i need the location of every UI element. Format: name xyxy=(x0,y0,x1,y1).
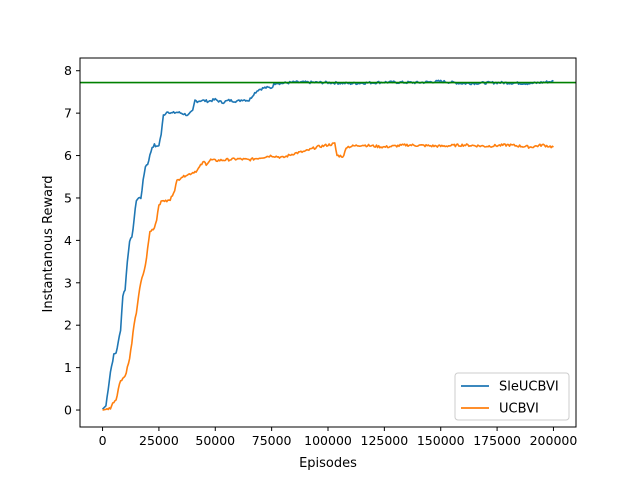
y-tick-label: 4 xyxy=(64,233,72,248)
legend-label-ucbvi: UCBVI xyxy=(499,402,539,417)
x-axis-label: Episodes xyxy=(299,456,357,471)
x-tick-label: 175000 xyxy=(473,433,521,448)
y-tick-label: 8 xyxy=(64,63,72,78)
axis-layer: 0 25000 50000 75000 100000 125000 150000 175000… xyxy=(64,57,578,448)
x-tick-label: 75000 xyxy=(252,433,292,448)
y-tick-label: 3 xyxy=(64,275,72,290)
y-tick-label: 1 xyxy=(64,360,72,375)
plot-content xyxy=(80,79,576,411)
x-tick-label: 0 xyxy=(99,433,107,448)
y-tick-label: 2 xyxy=(64,318,72,333)
y-tick-label: 6 xyxy=(64,148,72,163)
y-tick-label: 5 xyxy=(64,190,72,205)
x-tick-label: 25000 xyxy=(139,433,179,448)
x-tick-label: 100000 xyxy=(304,433,352,448)
series-line-ucbvi xyxy=(102,142,554,411)
legend-label-sleucbvi: SleUCBVI xyxy=(499,380,559,395)
y-tick-label: 0 xyxy=(64,403,72,418)
plot-layer xyxy=(80,79,576,411)
y-axis-label: Instantanous Reward xyxy=(41,176,56,313)
x-tick-label: 200000 xyxy=(530,433,578,448)
legend: SleUCBVI UCBVI xyxy=(454,372,570,421)
x-tick-label: 125000 xyxy=(361,433,409,448)
x-tick-label: 150000 xyxy=(417,433,465,448)
x-tick-label: 50000 xyxy=(195,433,235,448)
y-tick-label: 7 xyxy=(64,106,72,121)
series-line-sleucbvi xyxy=(101,79,554,410)
